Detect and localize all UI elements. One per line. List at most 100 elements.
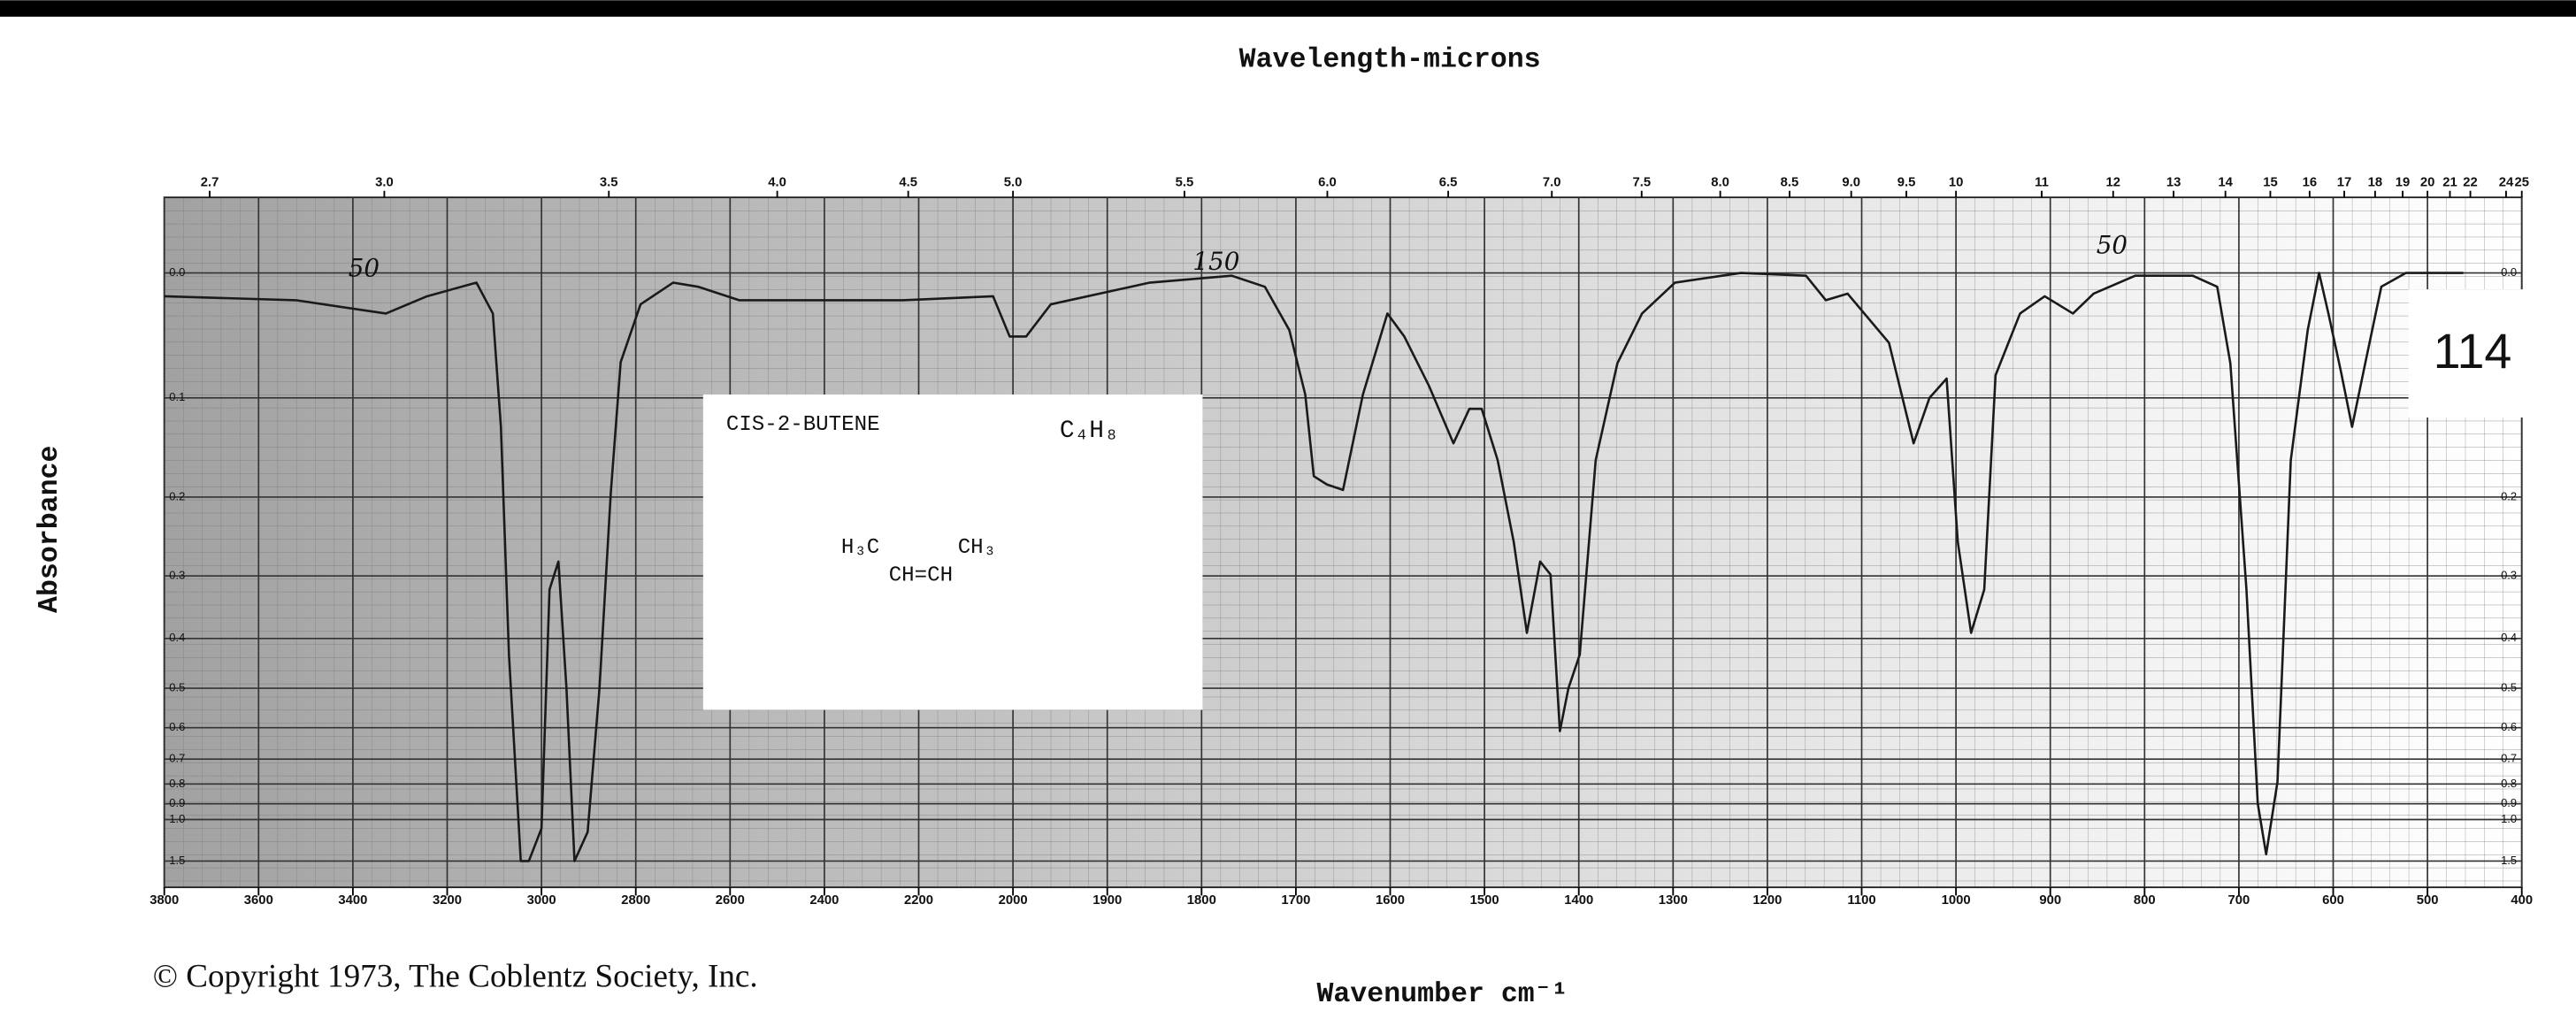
y-tick-label: 0.3 [2501, 568, 2517, 581]
x-tick-label: 800 [2134, 893, 2156, 908]
x2-tick-label: 8.0 [1711, 175, 1729, 189]
y-tick-label: 0.5 [2501, 680, 2517, 693]
y-tick-label: 0.7 [169, 752, 185, 765]
copyright: © Copyright 1973, The Coblentz Society, … [153, 959, 758, 995]
handwritten-note: 50 [2097, 230, 2128, 259]
x-tick-label: 1700 [1281, 893, 1310, 908]
x-tick-label: 3200 [433, 893, 462, 908]
x-tick-label: 2000 [999, 893, 1028, 908]
x2-tick-label: 6.0 [1318, 175, 1337, 189]
x2-tick-label: 9.5 [1898, 175, 1916, 189]
x2-tick-label: 12 [2106, 175, 2121, 189]
x2-tick-label: 7.0 [1543, 175, 1561, 189]
x2-tick-label: 18 [2368, 175, 2383, 189]
x2-tick-label: 6.5 [1439, 175, 1458, 189]
y-tick-label: 0.4 [169, 631, 185, 644]
x-tick-label: 3400 [338, 893, 367, 908]
x2-tick-label: 10 [1949, 175, 1964, 189]
structure-left: H₃C [841, 536, 879, 560]
y-tick-label: 0.9 [169, 796, 185, 809]
x2-tick-label: 11 [2035, 175, 2049, 189]
handwritten-note: 150 [1192, 247, 1239, 276]
chart-title: Wavelength-microns [1239, 44, 1541, 75]
x2-tick-label: 16 [2303, 175, 2318, 189]
y-tick-label: 0.5 [169, 680, 185, 693]
y-tick-label: 0.6 [169, 720, 185, 733]
plot: 3800 3600 3400 3200 3000 2800 2600 2400 2200 2000… [150, 175, 2533, 908]
x2-tick-label: 4.5 [899, 175, 917, 189]
x2-tick-label: 21 [2442, 175, 2457, 189]
x-tick-label: 3800 [150, 893, 179, 908]
chart-paper [164, 197, 2522, 888]
spectrum-number: 114 [2434, 324, 2512, 379]
x-tick-label: 1200 [1752, 893, 1782, 908]
x2-tick-label: 20 [2420, 175, 2435, 189]
handwritten-note: 50 [349, 253, 380, 282]
x2-tick-label: 3.5 [600, 175, 618, 189]
y-tick-label: 0.1 [169, 390, 185, 403]
x-tick-label: 2200 [904, 893, 933, 908]
x-tick-label: 400 [2511, 893, 2533, 908]
y-tick-label: 1.5 [2501, 854, 2517, 867]
x-tick-label: 1800 [1187, 893, 1216, 908]
x-tick-label: 3600 [244, 893, 273, 908]
x-tick-label: 1100 [1847, 893, 1875, 908]
number-box [2408, 289, 2537, 418]
y-tick-label: 0.6 [2501, 720, 2517, 733]
compound-name: CIS-2-BUTENE [726, 413, 880, 437]
y-tick-label: 0.8 [169, 777, 185, 790]
x2-tick-label: 24 [2499, 175, 2514, 189]
x2-tick-label: 8.5 [1781, 175, 1799, 189]
x2-tick-label: 14 [2218, 175, 2233, 189]
x-tick-label: 1900 [1092, 893, 1122, 908]
x-tick-label: 900 [2039, 893, 2061, 908]
x2-tick-label: 15 [2263, 175, 2278, 189]
y-tick-label: 0.2 [169, 489, 185, 502]
y-tick-label: 0.8 [2501, 777, 2517, 790]
x-tick-label: 700 [2228, 893, 2250, 908]
x-tick-label: 1400 [1564, 893, 1593, 908]
x2-tick-label: 9.0 [1842, 175, 1860, 189]
x-tick-label: 2800 [621, 893, 650, 908]
y-tick-label: 0.2 [2501, 489, 2517, 502]
y-tick-label: 1.5 [169, 854, 185, 867]
x-tick-label: 1000 [1942, 893, 1971, 908]
x2-tick-label: 17 [2337, 175, 2352, 189]
x-tick-label: 1300 [1659, 893, 1688, 908]
y-tick-label: 0.4 [2501, 631, 2517, 644]
x-tick-label: 3000 [527, 893, 556, 908]
x2-tick-label: 25 [2514, 175, 2529, 189]
x-tick-label: 2400 [809, 893, 839, 908]
spectrum-line [164, 272, 2464, 862]
structure-right: CH₃ [958, 536, 996, 560]
y-tick-label: 0.0 [2501, 265, 2517, 279]
x2-tick-label: 19 [2396, 175, 2411, 189]
x-tick-label: 1500 [1470, 893, 1499, 908]
y-tick-label: 1.0 [169, 812, 185, 825]
y-tick-label: 0.9 [2501, 796, 2517, 809]
x-tick-label: 500 [2417, 893, 2439, 908]
y-tick-label: 1.0 [2501, 812, 2517, 825]
y-tick-label: 0.3 [169, 568, 185, 581]
x2-tick-label: 5.0 [1004, 175, 1023, 189]
x2-tick-label: 5.5 [1176, 175, 1194, 189]
x2-tick-label: 22 [2463, 175, 2478, 189]
x-axis-label: Wavenumber cm⁻¹ [1316, 979, 1568, 1010]
x-tick-label: 2600 [716, 893, 745, 908]
structure-middle: CH=CH [889, 564, 953, 588]
inset-box [702, 395, 1203, 710]
x-tick-label: 600 [2322, 893, 2344, 908]
top-bar [0, 0, 2576, 17]
x-tick-label: 1600 [1376, 893, 1405, 908]
x2-tick-label: 7.5 [1632, 175, 1651, 189]
y-tick-label: 0.0 [169, 265, 185, 279]
formula: C₄H₈ [1060, 418, 1119, 445]
x2-tick-label: 4.0 [768, 175, 786, 189]
x2-tick-label: 2.7 [201, 175, 219, 189]
x2-tick-label: 13 [2166, 175, 2181, 189]
y-axis-label: Absorbance [34, 446, 65, 613]
x2-tick-label: 3.0 [375, 175, 394, 189]
y-tick-label: 0.7 [2501, 752, 2517, 765]
